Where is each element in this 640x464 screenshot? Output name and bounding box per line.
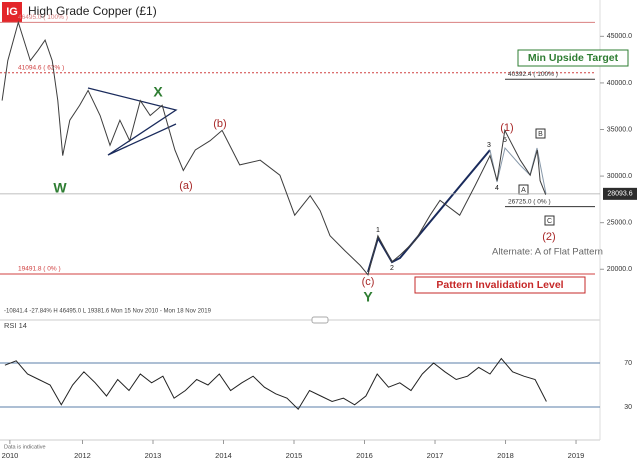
triangle-pattern [87,87,178,156]
wave-label: 5 [503,137,507,144]
wave-label: W [53,180,67,196]
y-tick-label: 35000.0 [607,126,632,133]
x-tick-label: 2015 [286,451,303,460]
wave-label: 2 [390,265,394,272]
alternate-label: Alternate: A of Flat Pattern [492,247,603,258]
y-tick-label: 30 [624,404,632,411]
wave-label: B [538,131,543,138]
level-label: 26725.0 ( 0% ) [508,198,551,205]
x-tick-label: 2012 [74,451,91,460]
price-line [4,357,547,410]
x-tick-label: 2013 [145,451,162,460]
x-tick-label: 2014 [215,451,232,460]
y-tick-label: 70 [624,360,632,367]
logo-box [2,2,22,22]
chart-title: High Grade Copper (£1) [28,4,157,18]
level-label: 41094.6 ( 62% ) [18,64,64,71]
x-tick-label: 2019 [568,451,585,460]
last-price-box [603,187,637,200]
invalidation-box [414,276,586,294]
y-tick-label: 40000.0 [607,80,632,87]
level-label: 46495.0 ( 100% ) [18,14,68,21]
wave-label: (c) [362,276,375,288]
x-tick-label: 2018 [497,451,514,460]
level-label: 40392.4 ( 100% ) [508,71,558,78]
wave-box [544,215,555,226]
wave-label: (a) [179,180,192,192]
divider-handle [311,316,329,324]
price-line [1,20,547,276]
rsi-title: RSI 14 [4,321,27,330]
logo: IG [6,6,18,18]
invalidation-label: Pattern Invalidation Level [436,279,563,291]
wave-label: (b) [213,118,226,130]
y-tick-label: 45000.0 [607,33,632,40]
level-label: 19491.8 ( 0% ) [18,266,61,273]
target-label: Min Upside Target [528,52,619,64]
x-tick-label: 2017 [427,451,444,460]
wave-label: 1 [376,227,380,234]
wave-label: 4 [495,185,499,192]
wave-label: (2) [542,231,555,243]
wave-label: A [521,187,526,194]
wave-label: (1) [500,122,513,134]
wave-label: Y [363,289,373,305]
y-tick-label: 25000.0 [607,220,632,227]
stats: -10841.4 -27.84% H 46495.0 L 19381.6 Mon… [4,309,212,315]
target-box [517,49,629,67]
y-tick-label: 30000.0 [607,173,632,180]
x-tick-label: 2016 [356,451,373,460]
wave-box [535,128,546,139]
wave-label: 3 [487,142,491,149]
last-price-label: 28093.6 [607,191,632,198]
footer-note: Data is indicative [4,444,46,450]
wave-line-alt [489,146,547,195]
wave-label: C [547,218,552,225]
y-tick-label: 20000.0 [607,266,632,273]
wave-label: X [153,84,163,100]
x-tick-label: 2010 [2,451,19,460]
